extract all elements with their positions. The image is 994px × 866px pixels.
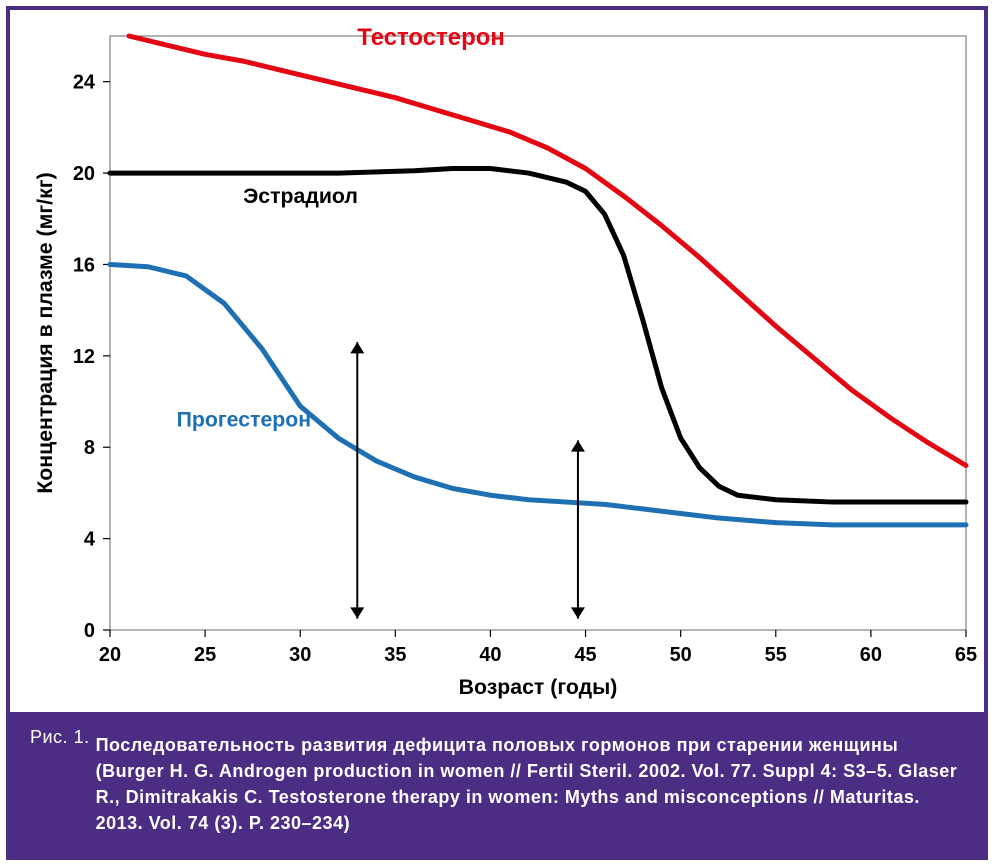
y-tick-label: 0 [84,620,95,642]
y-tick-label: 24 [73,72,95,94]
caption-lead: Рис. 1. [30,724,96,750]
chart-svg: 20 25 30 35 40 45 50 55 60 65 0 4 8 12 16 20 24 Возраст (… [10,10,984,712]
series-line [110,169,966,503]
caption-body: Последовательность развития дефицита пол… [96,732,964,836]
series-label: Тестостерон [357,24,505,51]
figure-frame: 20 25 30 35 40 45 50 55 60 65 0 4 8 12 16 20 24 Возраст (… [6,6,988,860]
x-tick-label: 50 [670,644,692,666]
x-tick-label: 65 [955,644,977,666]
x-tick-label: 25 [194,644,216,666]
x-tick-label: 60 [860,644,882,666]
y-tick-label: 4 [84,529,95,551]
plot-border [110,36,966,630]
y-tick-label: 20 [73,163,95,185]
x-axis-label: Возраст (годы) [459,675,618,699]
x-tick-label: 30 [289,644,311,666]
x-tick-label: 35 [384,644,406,666]
x-tick-label: 40 [479,644,501,666]
x-tick-label: 45 [574,644,596,666]
y-tick-label: 16 [73,254,95,276]
double-arrow [571,440,585,618]
chart-area: 20 25 30 35 40 45 50 55 60 65 0 4 8 12 16 20 24 Возраст (… [10,10,984,712]
series-label: Эстрадиол [243,184,358,208]
figure-caption: Рис. 1. Последовательность развития дефи… [10,712,984,856]
double-arrow [350,342,364,618]
y-tick-label: 12 [73,346,95,368]
series-line [129,36,966,466]
series-line [110,264,966,524]
y-tick-label: 8 [84,437,95,459]
series-label: Прогестерон [177,408,312,432]
y-axis-label: Концентрация в плазме (мг/кг) [33,172,57,493]
x-tick-label: 55 [765,644,787,666]
x-tick-label: 20 [99,644,121,666]
